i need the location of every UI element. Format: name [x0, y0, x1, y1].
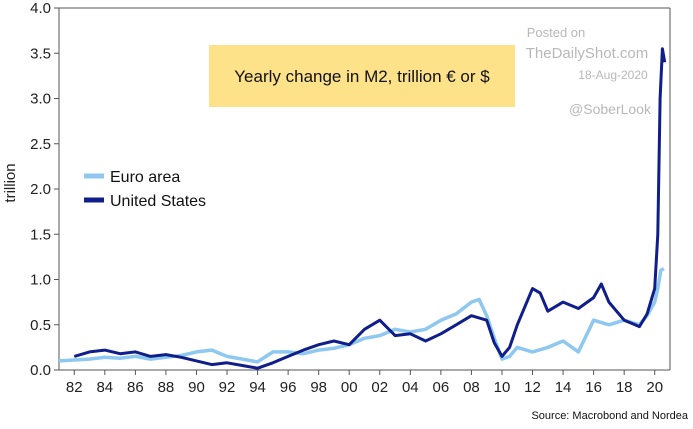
source-note: Source: Macrobond and Nordea: [531, 410, 688, 422]
legend: Euro area United States: [84, 169, 206, 210]
y-tick-label: 0.5: [30, 317, 51, 334]
y-tick-label: 3.0: [30, 91, 51, 108]
x-tick-label: 82: [66, 379, 83, 396]
x-tick-label: 08: [463, 379, 480, 396]
x-ticks: 82 84 86 88 90 92 94 96 98 00 02 04 06 08 10 12 14 16 18 20: [66, 370, 663, 396]
x-tick-label: 18: [616, 379, 633, 396]
x-tick-label: 16: [585, 379, 602, 396]
x-tick-label: 04: [402, 379, 419, 396]
y-tick-label: 1.0: [30, 272, 51, 289]
x-tick-label: 92: [219, 379, 236, 396]
x-tick-label: 10: [494, 379, 511, 396]
y-tick-label: 1.5: [30, 226, 51, 243]
y-tick-label: 4.0: [30, 0, 51, 17]
y-tick-label: 3.5: [30, 45, 51, 62]
x-tick-label: 14: [555, 379, 572, 396]
legend-label-united-states: United States: [110, 193, 206, 210]
series-layer: [58, 47, 667, 370]
watermark-date: 18-Aug-2020: [578, 68, 648, 82]
x-tick-label: 94: [249, 379, 266, 396]
x-tick-label: 88: [158, 379, 175, 396]
y-tick-label: 0.0: [30, 362, 51, 379]
series-line-united-states: [73, 47, 667, 370]
x-tick-label: 00: [341, 379, 358, 396]
x-tick-label: 06: [433, 379, 450, 396]
chart-title: Yearly change in M2, trillion € or $: [234, 67, 490, 86]
y-tick-label: 2.0: [30, 181, 51, 198]
x-tick-label: 96: [280, 379, 297, 396]
x-tick-label: 98: [310, 379, 327, 396]
x-tick-label: 90: [188, 379, 205, 396]
watermark-site: TheDailyShot.com: [526, 45, 649, 62]
watermark-handle: @SoberLook: [569, 101, 652, 117]
x-tick-label: 86: [127, 379, 144, 396]
x-tick-label: 02: [371, 379, 388, 396]
y-ticks: 0.0 0.5 1.0 1.5 2.0 2.5 3.0 3.5 4.0: [30, 0, 59, 379]
y-tick-label: 2.5: [30, 136, 51, 153]
series-line-euro-area: [58, 267, 665, 364]
title-box: [209, 45, 515, 107]
y-axis-label: trillion: [2, 163, 19, 202]
watermark-posted-on: Posted on: [527, 25, 586, 40]
x-tick-label: 84: [96, 379, 113, 396]
x-tick-label: 12: [524, 379, 541, 396]
x-tick-label: 20: [646, 379, 663, 396]
legend-label-euro-area: Euro area: [110, 169, 180, 186]
